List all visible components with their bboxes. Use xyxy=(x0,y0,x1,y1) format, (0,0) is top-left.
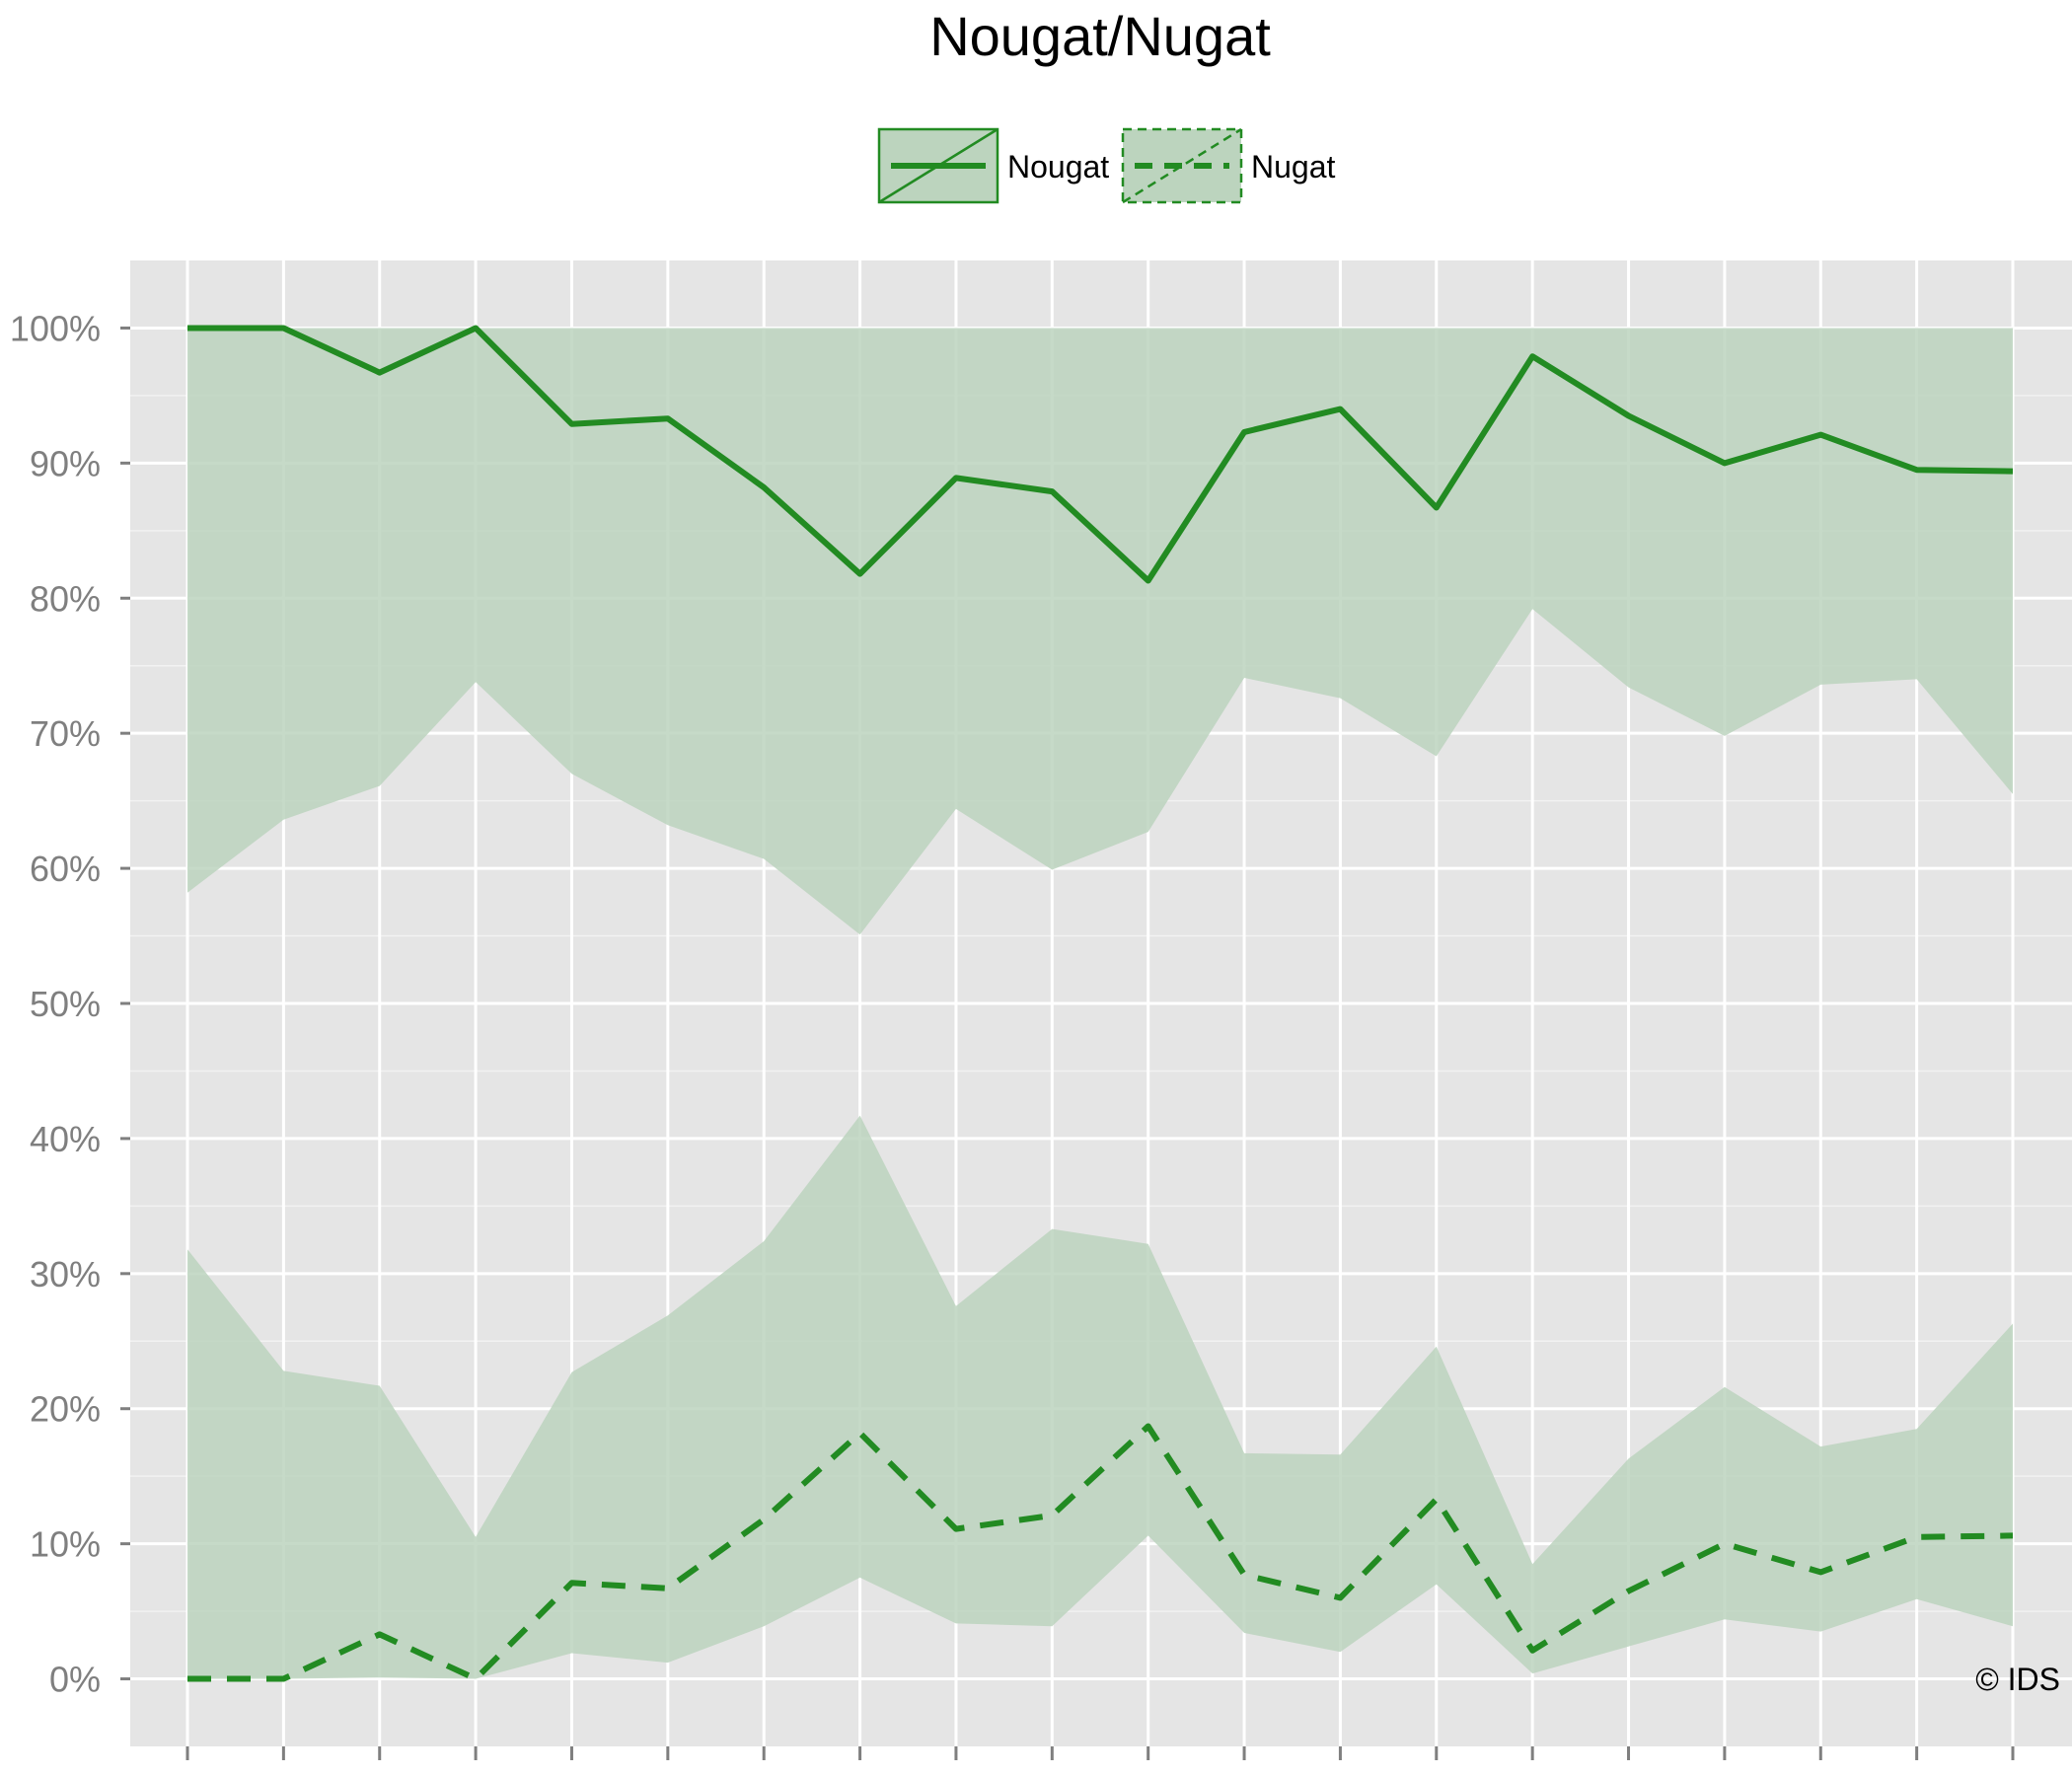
y-tick-label: 30% xyxy=(30,1254,101,1295)
legend-item-nugat: Nugat xyxy=(1121,127,1336,204)
y-tick-label: 0% xyxy=(49,1660,101,1700)
legend-key-nugat-diagonal xyxy=(1122,127,1242,204)
y-axis: 0% 10% 20% 30% 40% 50% 60% 70% 80% 90% 100% xyxy=(10,308,130,1700)
series-lines xyxy=(187,325,2014,1682)
legend: Nougat Nugat xyxy=(877,127,1336,204)
legend-label-nugat: Nugat xyxy=(1251,149,1336,185)
y-tick-label: 10% xyxy=(30,1524,101,1565)
y-tick-label: 90% xyxy=(30,443,101,483)
legend-item-nougat: Nougat xyxy=(877,127,1109,204)
band-nougat xyxy=(187,328,2013,935)
series-line-nugat xyxy=(187,1423,2014,1682)
x-axis xyxy=(185,1746,2015,1760)
y-tick-label: 70% xyxy=(30,713,101,754)
y-tick-label: 20% xyxy=(30,1389,101,1430)
confidence-bands xyxy=(187,328,2013,1679)
chart-title: Nougat/Nugat xyxy=(929,5,1271,67)
y-tick-label: 50% xyxy=(30,984,101,1024)
band-nugat xyxy=(187,1115,2013,1679)
y-tick-label: 60% xyxy=(30,849,101,889)
copyright-watermark: © IDS xyxy=(1975,1662,2060,1697)
y-tick-label: 80% xyxy=(30,578,101,619)
series-line-nougat xyxy=(187,325,2014,584)
y-tick-label: 100% xyxy=(10,308,101,348)
y-tick-label: 40% xyxy=(30,1119,101,1159)
legend-label-nougat: Nougat xyxy=(1007,149,1109,185)
